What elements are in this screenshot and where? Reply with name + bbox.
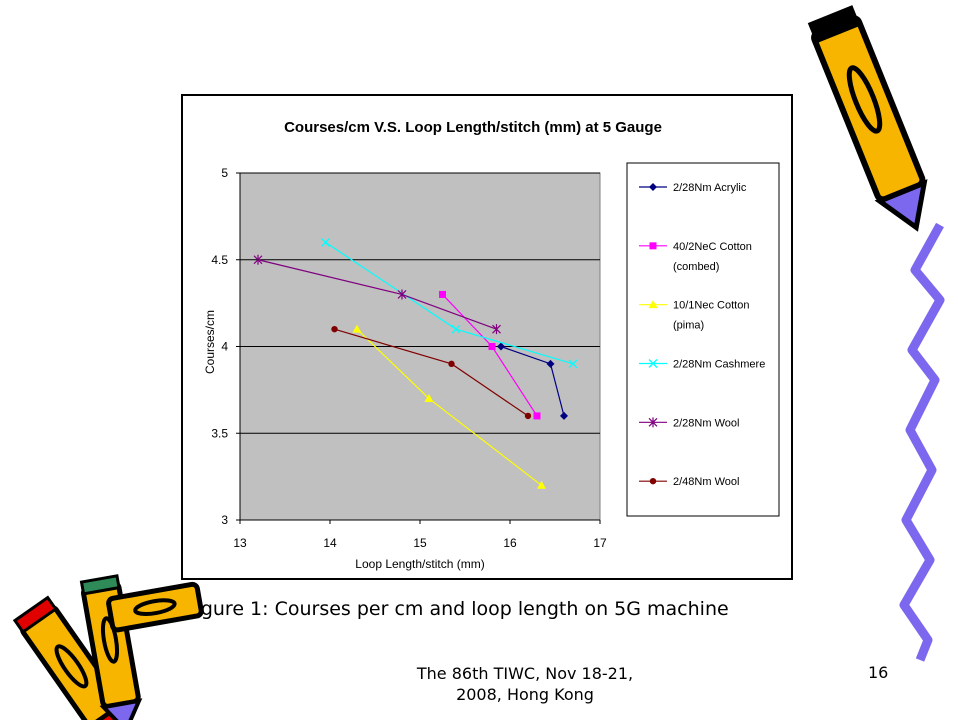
legend-label: 2/28Nm Acrylic [673, 182, 747, 194]
legend-marker [649, 477, 657, 485]
data-point [451, 324, 461, 334]
data-point [439, 290, 446, 298]
data-point [331, 325, 338, 333]
data-point [560, 411, 568, 420]
pencil-icon [79, 574, 143, 720]
y-tick-label: 5 [221, 166, 228, 180]
pencil-icon [807, 5, 928, 232]
data-point [524, 412, 532, 420]
legend-label: 10/1Nec Cotton (pima) [673, 300, 749, 332]
data-point [568, 359, 578, 369]
y-tick-label: 3 [221, 513, 228, 527]
data-point [253, 254, 263, 265]
footer-text: The 86th TIWC, Nov 18-21, 2008, Hong Kon… [416, 664, 634, 704]
squiggle-line [899, 222, 945, 662]
y-tick-label: 4 [221, 340, 228, 354]
y-axis-label: Courses/cm [203, 310, 217, 374]
page-number: 16 [868, 663, 889, 682]
data-point [352, 324, 362, 333]
legend-label: 2/28Nm Wool [673, 417, 739, 429]
legend-label: 2/48Nm Wool [673, 476, 739, 488]
x-tick-label: 13 [233, 536, 247, 550]
chart-frame: Courses/cm V.S. Loop Length/stitch (mm) … [181, 94, 793, 580]
data-point [546, 359, 555, 368]
legend-label: 40/2NeC Cotton (combed) [673, 241, 752, 273]
data-point [448, 360, 455, 368]
figure-caption: Figure 1: Courses per cm and loop length… [186, 598, 729, 620]
legend-marker [648, 417, 658, 428]
x-axis-label: Loop Length/stitch (mm) [355, 557, 484, 571]
chart: Courses/cm V.S. Loop Length/stitch (mm) … [203, 119, 780, 571]
y-tick-label: 4.5 [211, 253, 228, 267]
data-point [321, 237, 330, 247]
data-point [497, 342, 505, 351]
legend-marker [648, 300, 658, 309]
data-point [488, 343, 496, 350]
data-point [537, 480, 546, 489]
legend-box [626, 162, 780, 517]
x-tick-label: 17 [593, 536, 607, 550]
y-tick-label: 3.5 [211, 426, 228, 440]
x-tick-label: 16 [503, 536, 517, 550]
legend-label: 2/28Nm Cashmere [673, 359, 765, 371]
legend-marker [649, 242, 657, 250]
data-point [424, 394, 434, 403]
chart-title: Courses/cm V.S. Loop Length/stitch (mm) … [284, 119, 662, 136]
data-point [492, 324, 501, 335]
legend-marker [648, 359, 658, 368]
x-tick-label: 15 [413, 536, 427, 550]
pencil-icon [106, 581, 204, 633]
data-point [397, 289, 407, 300]
x-tick-label: 14 [323, 536, 337, 550]
data-point [533, 412, 541, 420]
legend-marker [649, 183, 657, 191]
